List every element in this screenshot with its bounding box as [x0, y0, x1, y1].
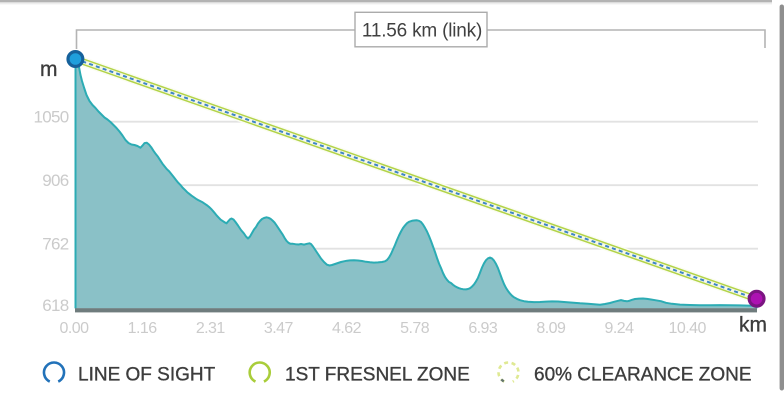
svg-text:6.93: 6.93 — [468, 320, 498, 337]
svg-text:9.24: 9.24 — [605, 320, 635, 337]
svg-text:1ST FRESNEL ZONE: 1ST FRESNEL ZONE — [285, 364, 470, 385]
svg-text:60% CLEARANCE ZONE: 60% CLEARANCE ZONE — [534, 364, 752, 385]
svg-text:1.16: 1.16 — [128, 320, 158, 337]
svg-text:km: km — [739, 314, 767, 337]
svg-text:906: 906 — [42, 171, 69, 190]
svg-text:0.00: 0.00 — [60, 320, 90, 337]
svg-text:3.47: 3.47 — [264, 320, 294, 337]
svg-text:m: m — [40, 58, 58, 81]
svg-text:11.56 km (link): 11.56 km (link) — [362, 21, 482, 42]
svg-text:2.31: 2.31 — [196, 320, 226, 337]
svg-text:5.78: 5.78 — [400, 320, 430, 337]
svg-text:762: 762 — [42, 234, 69, 253]
svg-text:8.09: 8.09 — [536, 320, 566, 337]
svg-text:10.40: 10.40 — [669, 320, 707, 337]
svg-text:LINE OF SIGHT: LINE OF SIGHT — [78, 364, 216, 385]
svg-text:4.62: 4.62 — [332, 320, 362, 337]
svg-text:618: 618 — [42, 296, 69, 315]
svg-text:1050: 1050 — [33, 107, 68, 126]
